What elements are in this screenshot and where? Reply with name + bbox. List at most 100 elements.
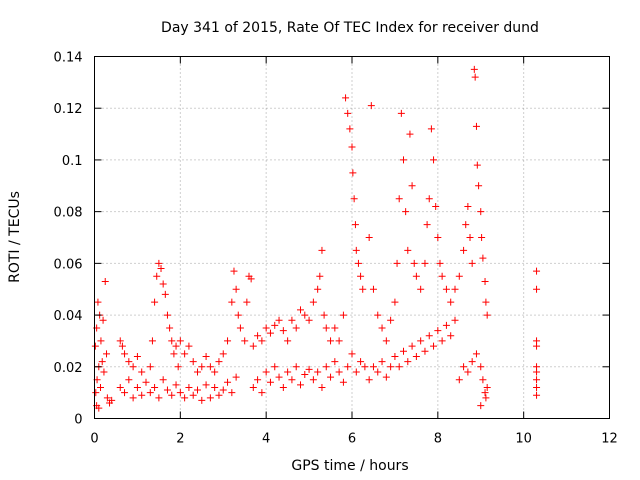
data-point bbox=[451, 285, 459, 293]
data-point bbox=[322, 324, 330, 332]
data-point bbox=[314, 285, 322, 293]
data-point bbox=[408, 182, 416, 190]
data-point bbox=[153, 272, 161, 280]
data-point bbox=[387, 316, 395, 324]
data-point bbox=[412, 272, 420, 280]
data-point bbox=[138, 368, 146, 376]
data-point bbox=[99, 316, 107, 324]
data-point bbox=[166, 324, 174, 332]
data-point bbox=[232, 285, 240, 293]
data-point bbox=[198, 363, 206, 371]
data-point bbox=[148, 337, 156, 345]
x-tick-label: 10 bbox=[515, 432, 532, 447]
data-point bbox=[400, 347, 407, 355]
data-point bbox=[98, 358, 106, 366]
data-point bbox=[378, 324, 386, 332]
data-point bbox=[228, 389, 236, 397]
data-point bbox=[159, 280, 167, 288]
data-point bbox=[434, 234, 442, 241]
data-point bbox=[262, 368, 270, 376]
plot-frame bbox=[94, 56, 610, 419]
data-point bbox=[172, 381, 180, 389]
data-point bbox=[297, 306, 304, 314]
x-tick-label: 2 bbox=[176, 432, 184, 447]
data-point bbox=[425, 332, 433, 340]
data-point bbox=[357, 272, 365, 280]
data-point bbox=[91, 342, 99, 350]
data-point bbox=[168, 391, 176, 399]
data-point bbox=[206, 363, 214, 371]
data-point bbox=[142, 378, 150, 386]
data-point bbox=[464, 368, 472, 376]
data-point bbox=[438, 337, 446, 345]
data-point bbox=[472, 350, 480, 358]
data-point bbox=[468, 358, 476, 366]
data-point bbox=[159, 376, 167, 384]
x-tick-label: 4 bbox=[262, 432, 270, 447]
data-point bbox=[331, 358, 339, 366]
data-point bbox=[314, 368, 322, 376]
data-point bbox=[339, 378, 347, 386]
data-point bbox=[121, 389, 129, 397]
data-point bbox=[425, 195, 433, 203]
data-point bbox=[279, 327, 287, 335]
data-point bbox=[472, 122, 480, 130]
data-point bbox=[97, 337, 105, 345]
data-point bbox=[151, 298, 159, 306]
data-point bbox=[421, 347, 429, 355]
data-point bbox=[292, 363, 300, 371]
data-point bbox=[393, 259, 401, 267]
data-point bbox=[438, 272, 446, 280]
data-point bbox=[247, 275, 255, 283]
data-point bbox=[483, 383, 491, 391]
data-point bbox=[344, 109, 352, 117]
data-point bbox=[462, 221, 470, 229]
data-point bbox=[118, 342, 126, 350]
data-point bbox=[133, 352, 141, 360]
data-point bbox=[305, 316, 313, 324]
data-point bbox=[430, 156, 438, 164]
data-point bbox=[417, 285, 425, 293]
data-point bbox=[427, 125, 435, 133]
data-point bbox=[133, 383, 141, 391]
data-point bbox=[320, 311, 328, 319]
data-point bbox=[146, 363, 154, 371]
y-axis-title: ROTI / TECUs bbox=[7, 191, 23, 283]
data-point bbox=[163, 311, 171, 319]
data-point bbox=[408, 342, 416, 350]
data-point bbox=[359, 285, 367, 293]
data-point bbox=[346, 125, 354, 133]
data-point bbox=[121, 350, 129, 358]
y-tick-label: 0.02 bbox=[54, 361, 83, 376]
data-point bbox=[288, 316, 296, 324]
data-point bbox=[297, 381, 304, 389]
data-point bbox=[215, 358, 223, 366]
data-point bbox=[339, 311, 347, 319]
data-point bbox=[477, 402, 485, 410]
data-point bbox=[322, 363, 330, 371]
data-point bbox=[464, 202, 472, 210]
data-point bbox=[254, 332, 262, 340]
data-point bbox=[151, 383, 159, 391]
data-point bbox=[327, 337, 335, 345]
data-point bbox=[533, 267, 541, 275]
data-point bbox=[219, 386, 227, 394]
data-point bbox=[478, 234, 486, 241]
data-point bbox=[482, 394, 490, 402]
data-point bbox=[249, 342, 257, 350]
tick-labels: 0 2 4 6 8 10 12 0 0.02 0.04 0.06 0.08 0.1 0.12 0.14 bbox=[54, 51, 618, 447]
data-point bbox=[421, 259, 429, 267]
data-point bbox=[451, 316, 459, 324]
data-point bbox=[397, 109, 405, 117]
data-point bbox=[194, 386, 201, 394]
data-point bbox=[436, 259, 444, 267]
data-point bbox=[318, 246, 326, 254]
data-point bbox=[395, 363, 403, 371]
data-point bbox=[100, 368, 108, 376]
data-point bbox=[351, 221, 359, 229]
data-point bbox=[258, 389, 266, 397]
data-point bbox=[477, 363, 485, 371]
data-point bbox=[432, 202, 440, 210]
data-point bbox=[138, 391, 146, 399]
